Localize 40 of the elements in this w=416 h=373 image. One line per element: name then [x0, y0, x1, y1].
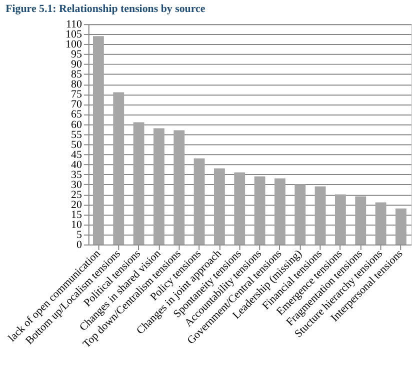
y-tick-label: 40: [71, 158, 82, 171]
chart-title: Figure 5.1: Relationship tensions by source: [6, 3, 206, 16]
y-tick-label: 65: [71, 108, 82, 121]
y-tick-label: 75: [71, 88, 82, 101]
y-tick-label: 45: [71, 148, 82, 161]
y-tick-label: 85: [71, 68, 82, 81]
y-tick-label: 95: [71, 48, 82, 61]
y-tick-label: 55: [71, 128, 82, 141]
bar: [92, 36, 104, 245]
bar: [254, 176, 266, 245]
bar: [395, 208, 406, 245]
bar: [194, 158, 205, 245]
bar: [314, 186, 326, 245]
y-tick-label: 30: [71, 178, 82, 191]
y-tick-label: 35: [71, 168, 82, 181]
bar: [113, 92, 124, 245]
y-tick-label: 0: [76, 238, 82, 251]
bar: [133, 122, 144, 245]
bar: [214, 168, 225, 245]
y-tick-label: 105: [66, 28, 82, 41]
bar: [153, 128, 164, 245]
bar: [355, 196, 366, 245]
y-tick-label: 80: [71, 78, 82, 91]
y-tick-label: 25: [71, 188, 82, 201]
y-tick-label: 20: [71, 198, 82, 211]
bar: [274, 178, 286, 245]
y-tick-label: 70: [71, 98, 82, 111]
y-tick-label: 100: [66, 38, 82, 51]
y-tick-label: 10: [71, 218, 82, 231]
bar: [334, 194, 346, 245]
y-tick-label: 110: [66, 18, 82, 31]
y-tick-label: 50: [71, 138, 82, 151]
y-tick-label: 60: [71, 118, 82, 131]
bar: [375, 202, 386, 245]
y-tick-label: 90: [71, 58, 82, 71]
bar: [294, 184, 306, 245]
bar: [234, 172, 246, 245]
y-tick-label: 5: [76, 228, 82, 241]
y-tick-label: 15: [71, 208, 82, 221]
bar: [174, 130, 185, 245]
